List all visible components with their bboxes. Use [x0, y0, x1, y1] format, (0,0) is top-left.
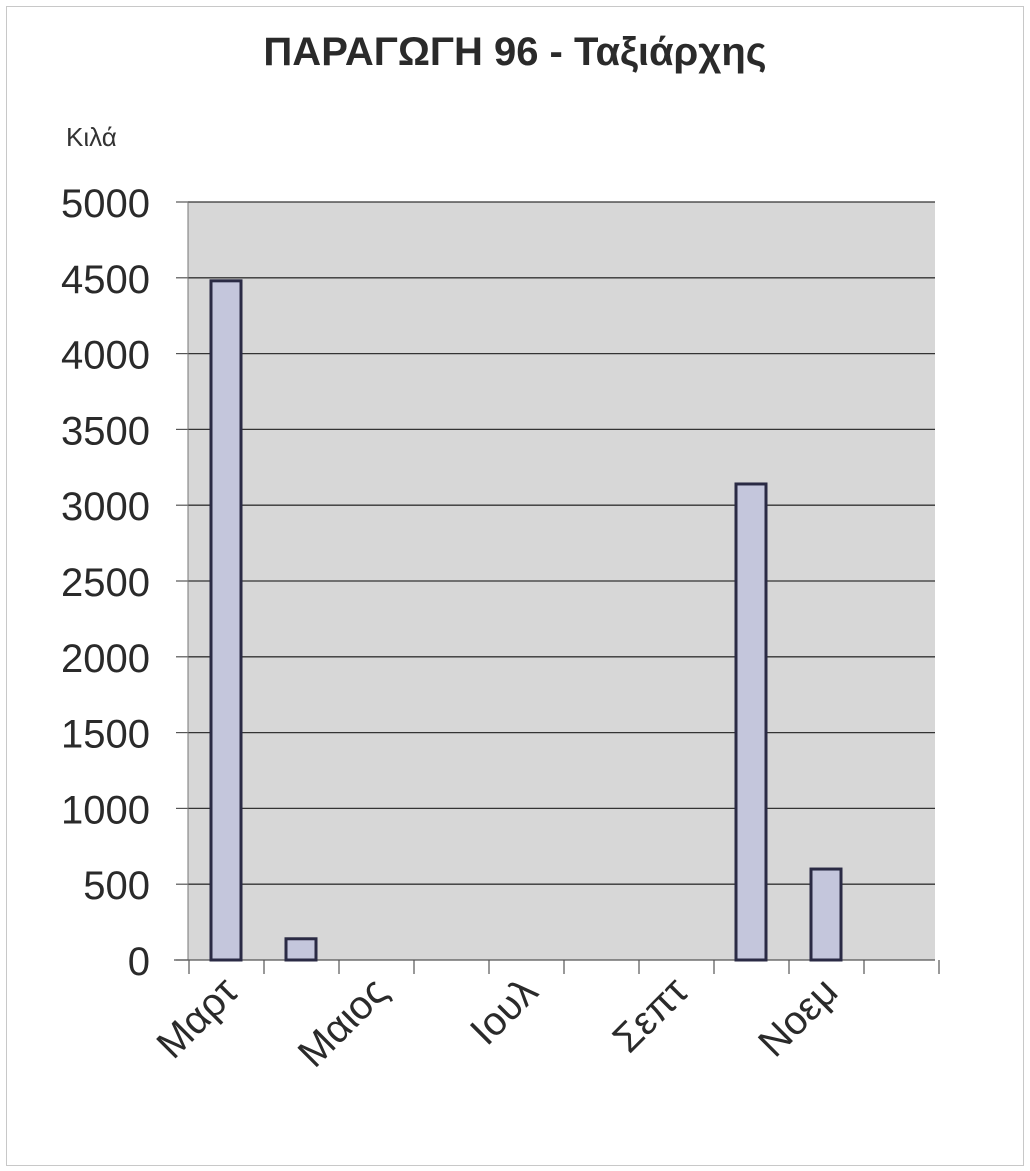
y-tick-label: 4500	[61, 258, 150, 302]
bar-Μαρτ	[209, 279, 243, 962]
x-tick-label: Νοεμ	[750, 969, 846, 1065]
x-tick-label: Μαρτ	[148, 969, 246, 1067]
y-tick-label: 0	[128, 940, 150, 984]
y-tick-label: 4000	[61, 334, 150, 378]
x-tick-label: Σεπτ	[604, 969, 696, 1061]
y-tick-label: 2500	[61, 561, 150, 605]
bar-Νοεμ	[809, 867, 843, 962]
y-tick-label: 5000	[61, 182, 150, 226]
x-tick-label: Μαιος	[290, 969, 397, 1076]
x-tick-label: Ιουλ	[462, 969, 546, 1053]
y-tick-label: 3000	[61, 485, 150, 529]
y-axis-label: Κιλά	[66, 122, 117, 152]
bar-Απρ	[284, 937, 318, 962]
chart-title: ΠΑΡΑΓΩΓΗ 96 - Ταξιάρχης	[263, 30, 767, 74]
y-tick-label: 2000	[61, 637, 150, 681]
y-tick-label: 500	[83, 864, 150, 908]
y-tick-label: 3500	[61, 409, 150, 453]
y-tick-label: 1500	[61, 713, 150, 757]
bar-Οκτ	[734, 482, 768, 962]
y-tick-label: 1000	[61, 788, 150, 832]
